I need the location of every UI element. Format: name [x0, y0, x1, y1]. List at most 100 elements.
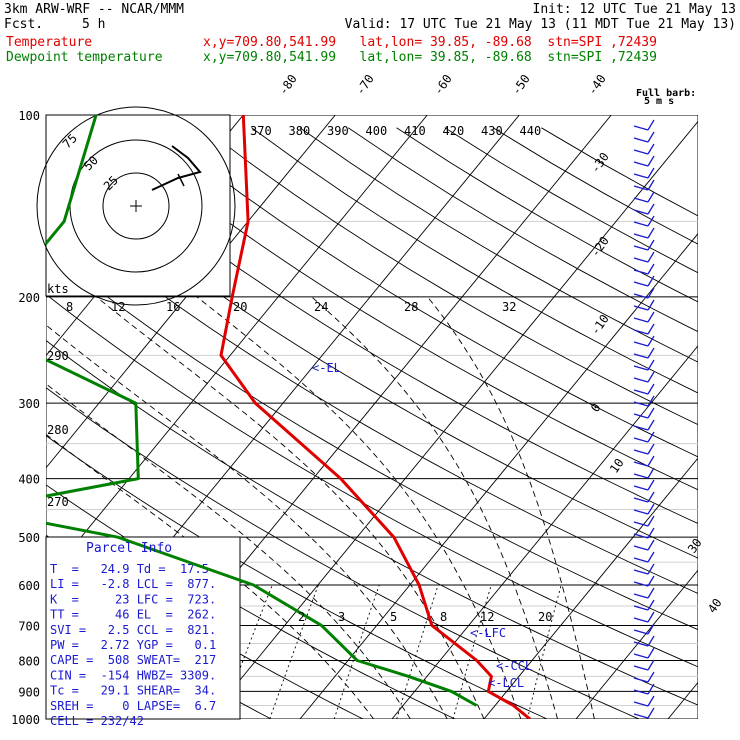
temperature-location: x,y=709.80,541.99 lat,lon= 39.85, -89.68…	[203, 35, 657, 50]
dry-adiabat-line	[492, 127, 698, 245]
parcel-info-title: Parcel Info	[86, 541, 172, 556]
parcel-info-row: CIN = -154 HWBZ= 3309.	[50, 668, 216, 682]
wind-barb	[633, 239, 655, 251]
lfc-annotation: <-LFC	[470, 626, 506, 640]
parcel-info-row: CELL = 232/42	[50, 714, 144, 728]
wind-barb	[633, 275, 655, 287]
wind-barb	[633, 443, 655, 455]
wind-barb	[633, 395, 655, 407]
dry-adiabat-line	[58, 127, 698, 525]
wind-barb	[633, 455, 655, 467]
wind-barb	[633, 119, 655, 131]
wind-barb	[633, 527, 655, 539]
dewpoint-profile-line	[46, 115, 478, 707]
theta-label: 380	[289, 124, 311, 138]
pressure-tick-label: 300	[18, 397, 40, 411]
parcel-info-row: Tc = 29.1 SHEAR= 34.	[50, 684, 216, 698]
parcel-info-row: PW = 2.72 YGP = 0.1	[50, 638, 216, 652]
isotherm-line	[575, 569, 698, 719]
wind-barb	[633, 599, 655, 611]
wind-barb	[633, 419, 655, 431]
wind-barb	[633, 287, 655, 299]
theta-label: 440	[520, 124, 542, 138]
wind-barb	[633, 263, 655, 275]
isotherm-label: -50	[509, 72, 533, 98]
dry-adiabat-line	[106, 127, 698, 491]
temperature-legend-label: Temperature	[6, 35, 93, 50]
parcel-info-row: TT = 46 EL = 262.	[50, 608, 216, 622]
init-time: Init: 12 UTC Tue 21 May 13	[532, 2, 737, 17]
theta-label: 370	[250, 124, 272, 138]
wind-barb	[633, 623, 655, 635]
parcel-info-row: T = 24.9 Td = 17.5	[50, 562, 209, 576]
dry-adiabat-line	[46, 203, 698, 594]
theta-label: 430	[481, 124, 503, 138]
isotherm-label: -20	[588, 234, 612, 260]
moist-adiabat-line	[196, 296, 522, 719]
dry-adiabat-line	[251, 127, 698, 394]
pressure-tick-label: 100	[18, 109, 40, 123]
theta-label: 280	[47, 423, 69, 437]
isotherm-label: -70	[353, 72, 377, 98]
isotherm-label: -40	[585, 72, 609, 98]
wind-barb	[633, 143, 655, 155]
dewpoint-location: x,y=709.80,541.99 lat,lon= 39.85, -89.68…	[203, 50, 657, 65]
dry-adiabat-line	[203, 127, 698, 426]
dry-adiabat-line	[154, 127, 698, 458]
parcel-info-row: K = 23 LFC = 723.	[50, 592, 216, 606]
wind-barb	[633, 647, 655, 659]
mixing-ratio-label: 2	[298, 610, 305, 624]
moist-adiabat-line	[311, 296, 559, 719]
ccl-annotation: <-CCL	[496, 659, 532, 673]
moist-adiabat-line	[427, 296, 595, 719]
mixing-ratio-label: 20	[233, 300, 247, 314]
theta-label: 290	[47, 349, 69, 363]
pressure-tick-label: 400	[18, 473, 40, 487]
theta-label: 390	[327, 124, 349, 138]
isotherm-line	[46, 115, 336, 469]
moist-adiabat-line	[96, 296, 485, 719]
pressure-tick-label: 200	[18, 291, 40, 305]
mixing-ratio-label: 12	[480, 610, 494, 624]
hodograph-ring	[102, 172, 170, 240]
theta-label: 270	[47, 495, 69, 509]
pressure-tick-label: 700	[18, 619, 40, 633]
wind-barb	[633, 695, 655, 707]
wind-barb	[633, 515, 655, 527]
wind-barb	[633, 563, 655, 575]
mixing-ratio-label: 20	[538, 610, 552, 624]
wind-barb	[633, 431, 655, 443]
mixing-ratio-line	[526, 584, 562, 719]
wind-barb	[633, 551, 655, 563]
isotherm-label: 10	[607, 456, 627, 476]
pressure-tick-label: 500	[18, 531, 40, 545]
mixing-ratio-label: 24	[314, 300, 328, 314]
pressure-tick-label: 1000	[11, 713, 40, 727]
wind-barb	[633, 191, 655, 203]
parcel-info-row: SREH = 0 LAPSE= 6.7	[50, 699, 216, 713]
dry-adiabat-line	[46, 293, 698, 668]
hodograph-units-label: kts	[47, 282, 69, 296]
mixing-ratio-label: 28	[404, 300, 418, 314]
wind-barb	[633, 707, 655, 719]
theta-label: 410	[404, 124, 426, 138]
wind-barb	[633, 131, 655, 143]
wind-barb	[633, 407, 655, 419]
wind-barb	[633, 683, 655, 695]
mixing-ratio-line	[396, 584, 439, 719]
forecast-label: Fcst.	[4, 17, 44, 32]
wind-barb	[633, 203, 655, 215]
moist-adiabat-line	[46, 383, 411, 719]
wind-barb	[633, 383, 655, 395]
wind-barb	[633, 479, 655, 491]
mixing-ratio-line	[452, 584, 492, 719]
forecast-hour: 5 h	[82, 17, 106, 32]
mixing-ratio-label: 12	[111, 300, 125, 314]
wind-barb	[633, 659, 655, 671]
dry-adiabat-line	[46, 159, 698, 559]
parcel-info-row: CAPE = 508 SWEAT= 217	[50, 653, 216, 667]
dry-adiabat-line	[347, 127, 698, 333]
wind-barb	[633, 167, 655, 179]
wind-barb	[633, 359, 655, 371]
